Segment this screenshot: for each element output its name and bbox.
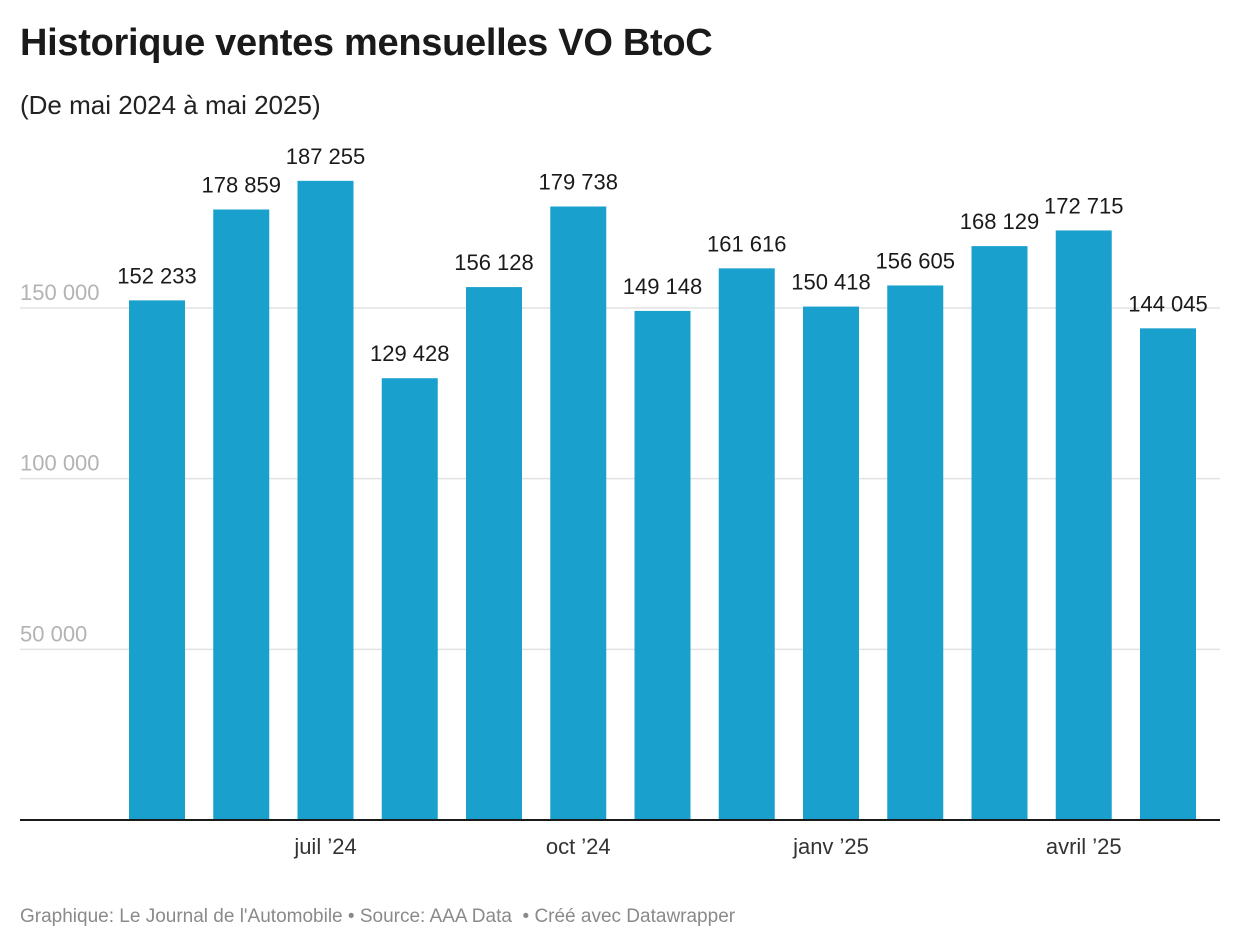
bar	[550, 206, 607, 821]
bar	[971, 246, 1028, 820]
footer-separator: •	[511, 906, 535, 927]
bar	[381, 378, 438, 820]
bar-value-label: 161 616	[707, 231, 787, 256]
x-tick-label: oct ’24	[546, 834, 611, 859]
bar-value-label: 152 233	[117, 263, 197, 288]
bar-value-label: 172 715	[1044, 193, 1124, 218]
bar	[1140, 328, 1196, 820]
x-axis-tick-labels: juil ’24 oct ’24 janv ’25 avril ’25	[293, 834, 1121, 859]
bar-value-label: 179 738	[538, 169, 618, 194]
bar	[1055, 230, 1112, 821]
bars	[129, 180, 1196, 821]
chart-title: Historique ventes mensuelles VO BtoC	[20, 22, 713, 64]
bar-value-label: 150 418	[791, 270, 871, 295]
footer-separator: •	[342, 906, 360, 927]
bar	[887, 285, 944, 820]
x-tick-label: juil ’24	[293, 834, 356, 859]
bar-value-label: 144 045	[1128, 291, 1208, 316]
bar	[213, 209, 270, 820]
y-tick-label: 150 000	[20, 280, 100, 305]
bar	[718, 268, 775, 820]
chart-footer: Graphique: Le Journal de l'Automobile • …	[20, 906, 735, 928]
bar-value-label: 156 605	[875, 248, 955, 273]
y-tick-label: 50 000	[20, 621, 87, 646]
bar	[129, 300, 185, 820]
bar	[297, 180, 354, 820]
bar	[634, 310, 691, 820]
bar-value-label: 156 128	[454, 250, 534, 275]
x-tick-label: janv ’25	[792, 834, 869, 859]
bar-value-label: 168 129	[960, 209, 1040, 234]
y-tick-label: 100 000	[20, 451, 100, 476]
bar	[803, 306, 859, 820]
x-tick-label: avril ’25	[1046, 834, 1122, 859]
gridlines	[20, 307, 1220, 651]
bar-value-label: 129 428	[370, 341, 450, 366]
bar-value-label: 149 148	[623, 274, 703, 299]
bar	[466, 287, 522, 820]
y-axis-tick-labels: 50 000 100 000 150 000	[20, 280, 100, 646]
bar-value-label: 187 255	[286, 144, 366, 169]
bar-value-label: 178 859	[201, 172, 281, 197]
chart-subtitle: (De mai 2024 à mai 2025)	[20, 90, 321, 120]
footer-source: Source: AAA Data	[359, 906, 512, 927]
footer-created-with: Créé avec Datawrapper	[534, 906, 736, 927]
footer-credit: Graphique: Le Journal de l'Automobile	[20, 906, 343, 927]
